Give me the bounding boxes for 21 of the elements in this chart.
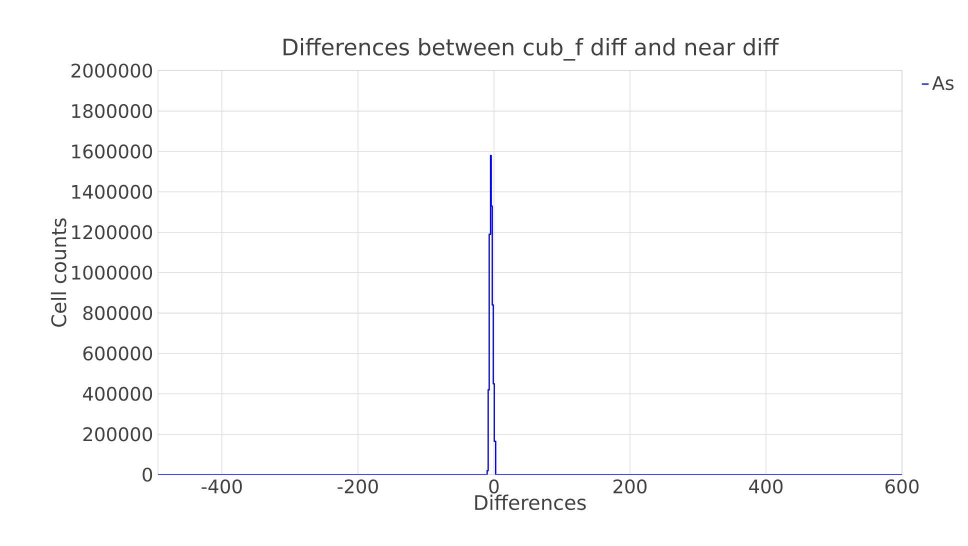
x-axis-title: Differences [475, 494, 586, 510]
chart-title: Differences between cub_f diff and near diff [284, 38, 780, 61]
y-tick-label: 1000000 [72, 266, 152, 280]
x-tick-label: -400 [202, 479, 242, 494]
y-tick-label: 1600000 [72, 144, 152, 159]
y-tick-label: 800000 [83, 306, 152, 320]
y-tick-label: 1200000 [72, 225, 152, 240]
y-tick-label: 0 [142, 468, 152, 482]
y-tick-label: 1800000 [72, 104, 152, 118]
legend-label: As [932, 76, 954, 90]
x-tick-label: 200 [614, 479, 647, 494]
x-tick-label: -200 [338, 479, 378, 494]
y-tick-label: 1400000 [72, 184, 152, 199]
y-tick-label: 400000 [82, 386, 152, 401]
y-tick-label: 2000000 [72, 64, 152, 78]
x-tick-label: 600 [885, 479, 919, 494]
x-tick-label: 0 [489, 479, 499, 494]
y-axis-title: Cell counts [50, 218, 66, 327]
y-tick-label: 600000 [83, 346, 152, 361]
x-tick-label: 400 [749, 479, 783, 494]
y-tick-label: 200000 [83, 427, 152, 442]
